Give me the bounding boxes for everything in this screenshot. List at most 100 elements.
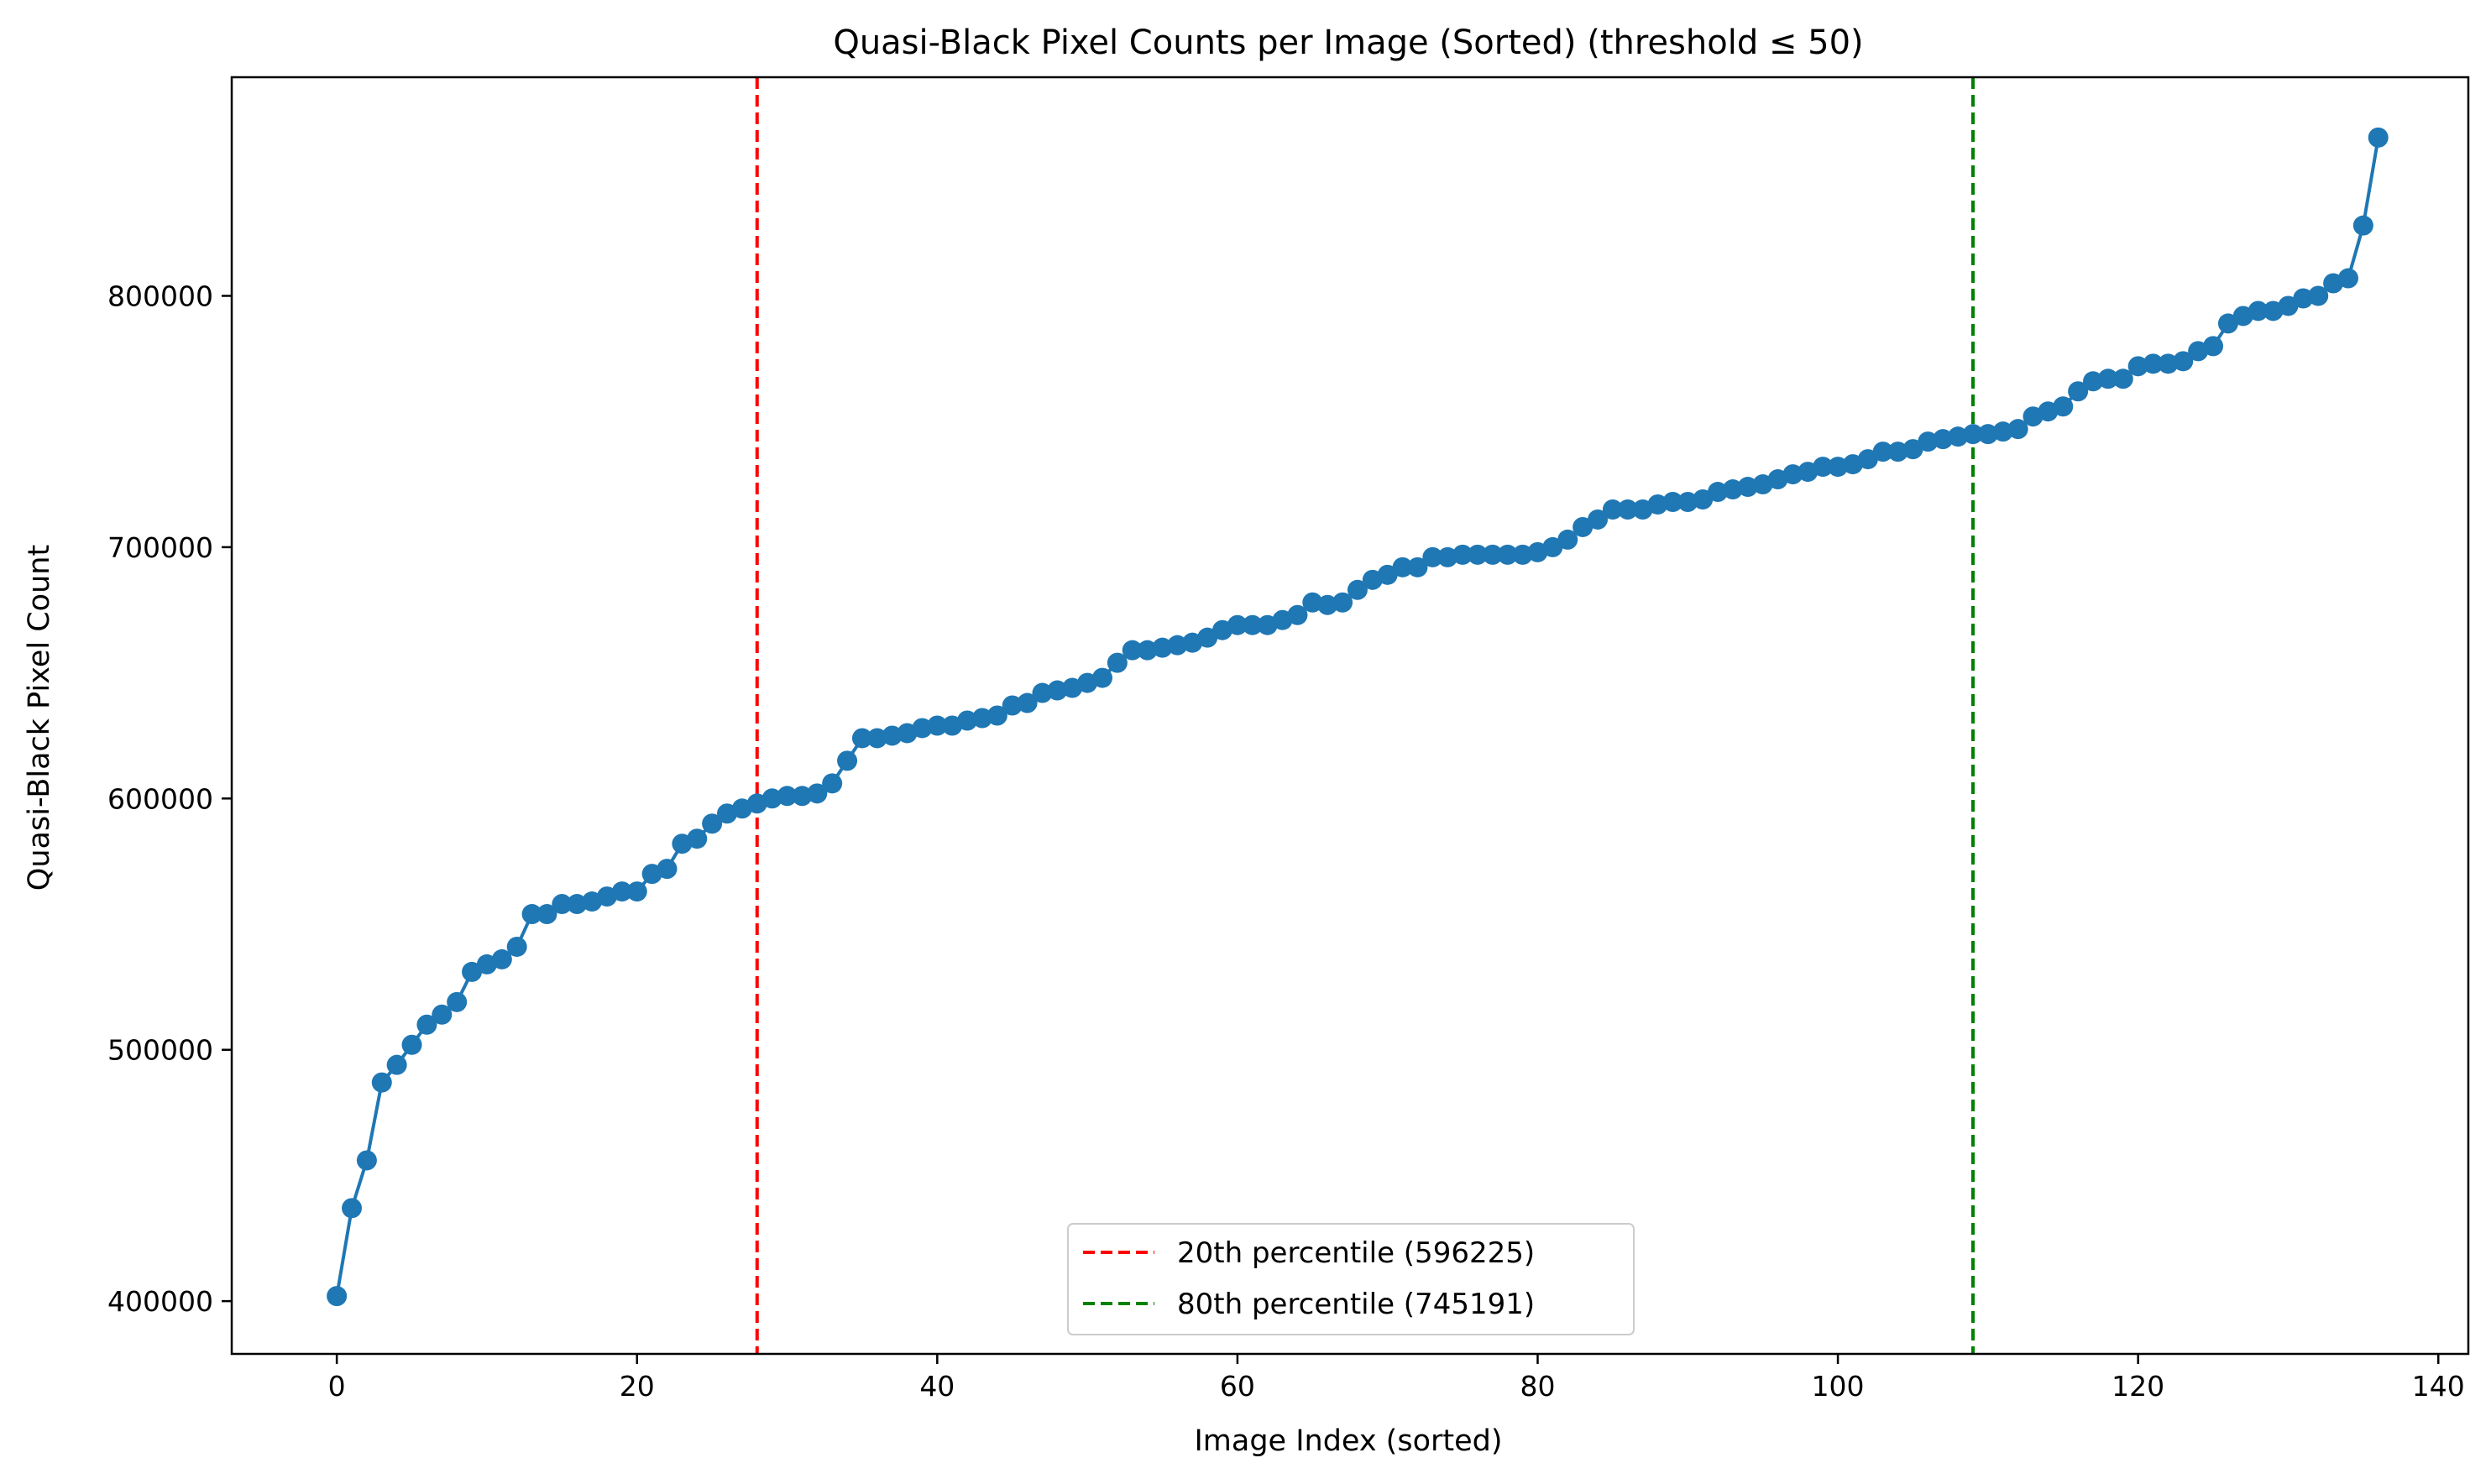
data-point [1542,536,1563,557]
data-point [401,1034,422,1055]
data-point [2173,351,2194,372]
data-point [342,1198,363,1219]
data-point [2068,381,2089,402]
data-point [2127,356,2148,377]
legend-label-20th: 20th percentile (596225) [1177,1236,1535,1270]
data-point [1573,516,1594,537]
y-tick-label: 800000 [107,280,213,312]
data-point [2112,368,2133,389]
data-point [1992,421,2013,442]
data-point [777,786,798,807]
y-tick-label: 500000 [107,1034,213,1067]
data-point [1557,529,1578,550]
data-point [1872,442,1893,462]
data-point [432,1004,453,1025]
data-point [1482,544,1503,565]
plot-background [232,77,2468,1354]
data-point [2278,295,2299,316]
data-point [2217,313,2238,334]
data-point [1647,494,1668,515]
data-point [1227,614,1248,635]
data-point [1693,489,1714,510]
data-point [1377,564,1398,585]
y-axis-label: Quasi-Black Pixel Count [23,545,56,891]
data-point [2337,268,2358,289]
data-point [536,904,557,925]
data-point [2293,288,2314,309]
data-point [1602,499,1623,520]
data-point [2368,127,2389,148]
data-point [1588,509,1609,530]
data-point [2143,353,2164,374]
data-point [1032,682,1053,703]
data-point [2053,396,2074,417]
data-point [1287,604,1308,625]
data-point [1392,556,1413,577]
data-point [1122,640,1143,661]
data-point [1813,457,1834,478]
x-tick-label: 0 [328,1370,346,1403]
data-point [521,904,542,925]
data-point [1948,426,1969,447]
x-axis-label: Image Index (sorted) [1194,1424,1502,1458]
data-point [1047,680,1068,701]
axes: 0 20 40 60 80 100 120 140 400000 500000 600000 7000… [107,76,2470,1403]
data-point [702,813,723,834]
x-tick-label: 100 [1812,1370,1865,1403]
data-point [1467,544,1488,565]
chart-title: Quasi-Black Pixel Counts per Image (Sort… [833,24,1863,62]
data-point [327,1286,348,1307]
y-tick-label: 700000 [107,531,213,564]
data-point [1107,652,1128,673]
data-point [1332,592,1353,613]
data-point [1857,449,1878,470]
data-point [386,1054,407,1075]
data-point [2308,285,2329,306]
data-point [1887,442,1908,462]
x-tick-label: 20 [620,1370,655,1403]
data-point [912,718,933,739]
data-point [462,961,483,982]
data-point [1512,544,1533,565]
data-point [1091,667,1112,688]
data-point [1422,546,1443,567]
data-point [1617,499,1638,520]
data-point [506,936,527,957]
data-point [2158,353,2179,374]
x-tick-label: 40 [919,1370,955,1403]
data-point [1677,492,1698,512]
data-point [761,788,782,809]
data-point [2352,215,2373,236]
data-point [657,859,678,880]
data-point [1197,627,1218,648]
data-point [1302,592,1323,613]
data-point [1017,692,1038,713]
data-point [1497,544,1518,565]
data-series [327,127,2389,1307]
data-point [1347,579,1368,600]
data-point [2007,419,2028,440]
data-point [416,1014,437,1035]
data-point [971,708,992,729]
data-point [371,1072,392,1093]
data-point [356,1150,377,1171]
data-point [1137,640,1158,661]
data-point [792,786,813,807]
data-point [2097,368,2118,389]
data-point [1933,429,1954,450]
data-point [1962,424,1983,445]
plot-area [232,77,2468,1354]
data-point [1167,635,1188,656]
data-point [957,710,978,731]
legend-frame [1067,1223,1635,1335]
data-point [1722,479,1743,500]
legend: 20th percentile (596225) 80th percentile… [1067,1223,1635,1335]
data-point [1828,457,1849,478]
x-tick-label: 60 [1220,1370,1255,1403]
y-tick-label: 400000 [107,1285,213,1318]
data-point [1662,492,1683,512]
data-point [552,894,573,915]
data-point [1977,424,1998,445]
data-point [1152,637,1173,658]
data-point [1737,477,1758,498]
